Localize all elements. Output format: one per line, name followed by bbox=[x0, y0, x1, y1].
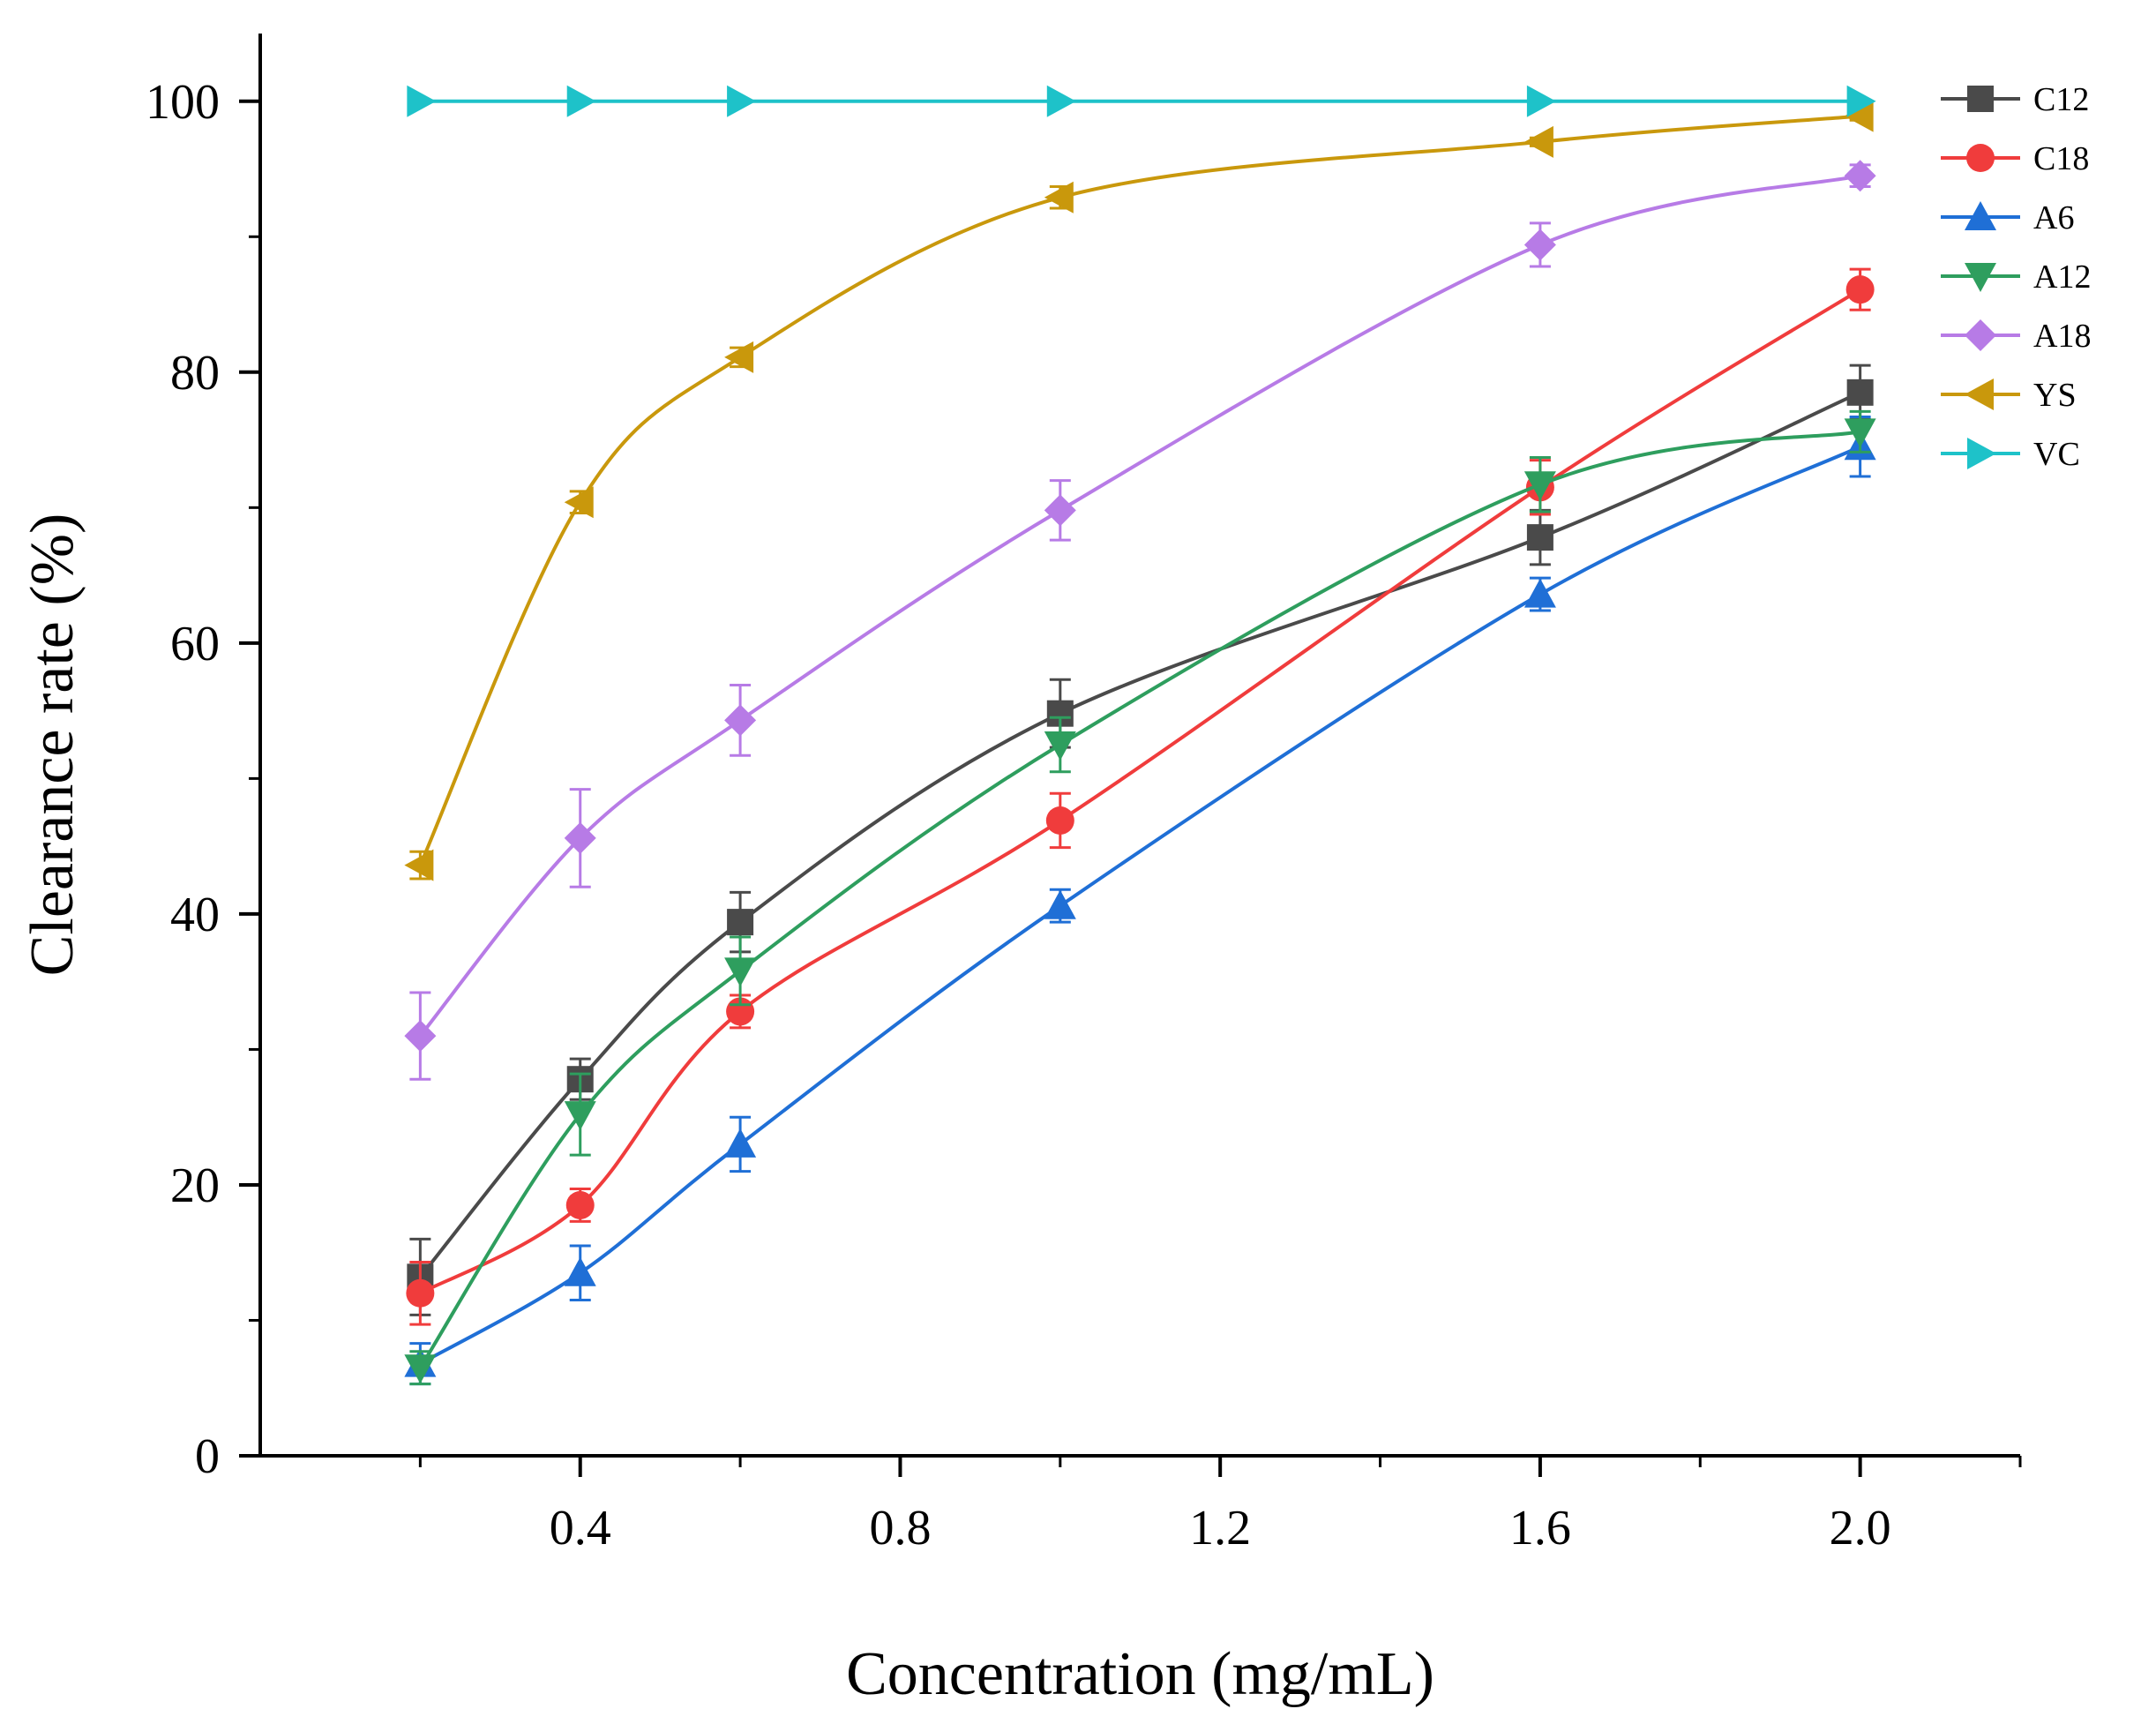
data-point-ys bbox=[1523, 125, 1553, 158]
legend: C12 C18 A6 A12 A18 YS VC bbox=[1941, 81, 2091, 473]
legend-label: A6 bbox=[2033, 199, 2074, 236]
data-point-a12 bbox=[1044, 731, 1076, 761]
data-point-c18 bbox=[1845, 275, 1875, 304]
data-point-ys bbox=[404, 849, 434, 881]
legend-marker bbox=[1965, 201, 1996, 230]
x-tick-label: 2.0 bbox=[1830, 1501, 1891, 1555]
series-line-ys bbox=[418, 114, 1860, 866]
ticks-layer: 0 20 40 60 80 100 0.4 0.8 1.2 1.6 2.0 bbox=[146, 75, 2022, 1555]
series-a18 bbox=[404, 160, 1876, 1081]
data-point-a12 bbox=[404, 1354, 437, 1384]
legend-label: VC bbox=[2033, 436, 2080, 473]
data-point-vc bbox=[1526, 85, 1556, 117]
legend-marker bbox=[1966, 144, 1995, 172]
data-point-a18 bbox=[1844, 160, 1876, 192]
data-point-a12 bbox=[1523, 471, 1556, 501]
legend-marker bbox=[1967, 438, 1996, 469]
x-tick-label: 0.8 bbox=[869, 1501, 931, 1555]
data-point-vc bbox=[407, 85, 437, 117]
x-tick-label: 0.4 bbox=[550, 1501, 611, 1555]
data-point-ys bbox=[1044, 181, 1074, 214]
data-point-a18 bbox=[404, 1020, 437, 1053]
data-point-ys bbox=[724, 341, 754, 373]
data-point-ys bbox=[1844, 100, 1874, 132]
data-point-a18 bbox=[1523, 229, 1556, 261]
legend-item-c18: C18 bbox=[1941, 140, 2089, 177]
y-tick-label: 40 bbox=[170, 888, 220, 942]
legend-item-ys: YS bbox=[1941, 377, 2077, 414]
data-point-a6 bbox=[1523, 578, 1556, 608]
legend-label: A12 bbox=[2033, 259, 2091, 296]
legend-marker bbox=[1965, 319, 1996, 351]
data-point-a12 bbox=[724, 957, 757, 987]
y-tick-label: 100 bbox=[146, 75, 220, 130]
y-axis-title: Clearance rate (%) bbox=[19, 513, 86, 977]
legend-label: YS bbox=[2033, 377, 2077, 414]
y-tick-label: 80 bbox=[170, 346, 220, 401]
data-point-a12 bbox=[1844, 418, 1876, 448]
data-point-a6 bbox=[724, 1128, 757, 1158]
series-layer bbox=[404, 85, 1876, 1386]
x-tick-label: 1.6 bbox=[1509, 1501, 1571, 1555]
series-vc bbox=[407, 85, 1876, 117]
x-axis-title: Concentration (mg/mL) bbox=[846, 1640, 1434, 1708]
x-tick-label: 1.2 bbox=[1189, 1501, 1251, 1555]
data-point-a18 bbox=[1044, 494, 1076, 527]
legend-marker bbox=[1965, 263, 1996, 292]
legend-item-a12: A12 bbox=[1941, 259, 2091, 296]
legend-item-a6: A6 bbox=[1941, 199, 2074, 236]
data-point-a18 bbox=[564, 821, 596, 854]
data-point-vc bbox=[1846, 85, 1876, 117]
legend-label: C12 bbox=[2033, 81, 2089, 118]
legend-label: C18 bbox=[2033, 140, 2089, 177]
legend-marker bbox=[1967, 86, 1994, 112]
legend-label: A18 bbox=[2033, 318, 2091, 355]
y-tick-label: 60 bbox=[170, 617, 220, 671]
legend-item-c12: C12 bbox=[1941, 81, 2089, 118]
data-point-c18 bbox=[406, 1278, 435, 1308]
data-point-vc bbox=[566, 85, 596, 117]
series-line-a12 bbox=[418, 430, 1860, 1369]
data-point-ys bbox=[564, 486, 594, 519]
legend-item-vc: VC bbox=[1941, 436, 2080, 473]
y-tick-label: 0 bbox=[195, 1429, 220, 1484]
series-a12 bbox=[404, 409, 1876, 1386]
y-tick-label: 20 bbox=[170, 1158, 220, 1213]
data-point-c18 bbox=[565, 1190, 595, 1219]
data-point-c18 bbox=[1045, 806, 1074, 835]
data-point-c12 bbox=[727, 909, 754, 936]
data-point-c12 bbox=[1526, 524, 1553, 551]
data-point-vc bbox=[1046, 85, 1076, 117]
axes-layer bbox=[258, 34, 2020, 1458]
legend-marker bbox=[1965, 379, 1994, 410]
legend-item-a18: A18 bbox=[1941, 318, 2091, 355]
data-point-a6 bbox=[1044, 889, 1076, 919]
data-point-a12 bbox=[564, 1101, 596, 1131]
data-point-a18 bbox=[724, 704, 757, 737]
data-point-vc bbox=[727, 85, 757, 117]
series-ys bbox=[404, 100, 1874, 881]
data-point-c12 bbox=[1846, 379, 1874, 406]
data-point-a6 bbox=[564, 1256, 596, 1286]
